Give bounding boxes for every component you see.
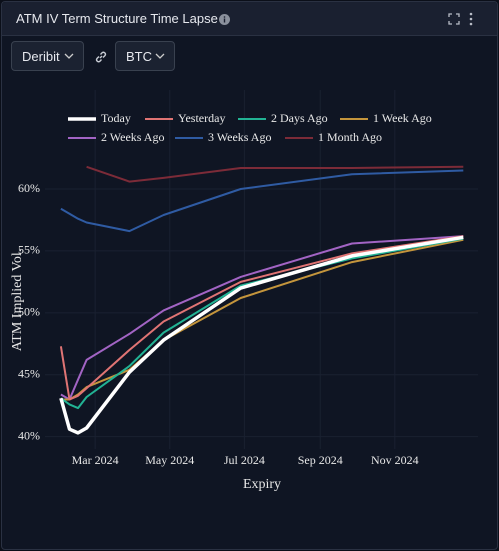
legend-label: Today (101, 111, 131, 125)
x-tick-label: Mar 2024 (72, 453, 119, 467)
series-line (59, 235, 464, 435)
currency-dropdown[interactable]: BTC (115, 41, 175, 71)
series-line (60, 235, 464, 401)
y-tick-label: 40% (18, 428, 40, 442)
link-icon[interactable] (94, 50, 108, 64)
legend-label: Yesterday (178, 111, 225, 125)
expand-icon[interactable] (448, 13, 460, 25)
y-tick-label: 45% (18, 366, 40, 380)
chevron (64, 53, 74, 59)
menu-icon[interactable] (468, 12, 474, 26)
y-tick-label: 60% (18, 181, 40, 195)
widget-title: ATM IV Term Structure Time Lapse (16, 11, 218, 26)
y-tick-label: 55% (18, 243, 40, 257)
legend-label: 3 Weeks Ago (208, 130, 271, 144)
legend-label: 2 Days Ago (271, 111, 328, 125)
legend-label: 1 Week Ago (373, 111, 432, 125)
series-line (59, 235, 464, 401)
info-icon[interactable] (219, 14, 230, 25)
series-line (60, 238, 464, 401)
widget-header: ATM IV Term Structure Time Lapse (2, 2, 497, 36)
exchange-dropdown[interactable]: Deribit (11, 41, 84, 71)
currency-value: BTC (126, 49, 152, 64)
series-line (86, 165, 464, 183)
x-tick-label: Sep 2024 (298, 453, 343, 467)
legend-label: 2 Weeks Ago (101, 130, 164, 144)
y-tick-label: 50% (18, 305, 40, 319)
x-tick-label: Jul 2024 (224, 453, 265, 467)
x-axis-label: Expiry (243, 477, 281, 492)
x-tick-label: May 2024 (145, 453, 194, 467)
chevron (155, 53, 165, 59)
y-axis-label: ATM Implied Vol. (10, 249, 25, 352)
legend-label: 1 Month Ago (318, 130, 382, 144)
x-tick-label: Nov 2024 (371, 453, 419, 467)
exchange-value: Deribit (22, 49, 60, 64)
series-line (60, 169, 464, 233)
